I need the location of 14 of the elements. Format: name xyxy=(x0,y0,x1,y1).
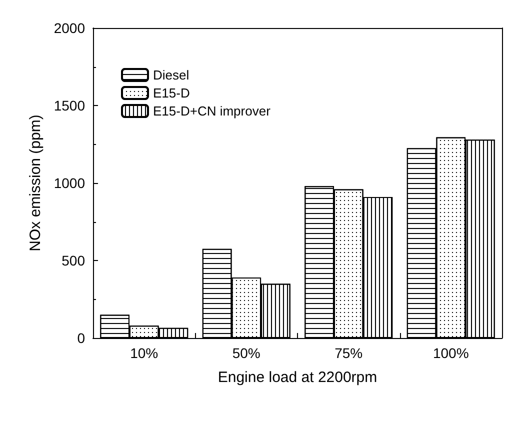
x-tick-label: 10% xyxy=(130,345,158,361)
legend-label: E15-D xyxy=(153,86,190,100)
x-tick-label: 100% xyxy=(432,345,469,361)
y-tick-label: 1500 xyxy=(54,98,86,114)
x-tick-label: 50% xyxy=(232,345,260,361)
y-tick-label: 500 xyxy=(62,252,86,268)
y-axis-title: NOx emission (ppm) xyxy=(26,114,44,252)
x-axis-title: Engine load at 2200rpm xyxy=(218,369,378,386)
x-tick-label: 75% xyxy=(334,345,363,361)
y-tick-label: 0 xyxy=(77,330,86,346)
y-tick-label: 2000 xyxy=(54,20,86,36)
legend-label: E15-D+CN improver xyxy=(153,104,272,118)
y-tick-label: 1000 xyxy=(54,175,86,191)
legend-label: Diesel xyxy=(153,68,190,82)
